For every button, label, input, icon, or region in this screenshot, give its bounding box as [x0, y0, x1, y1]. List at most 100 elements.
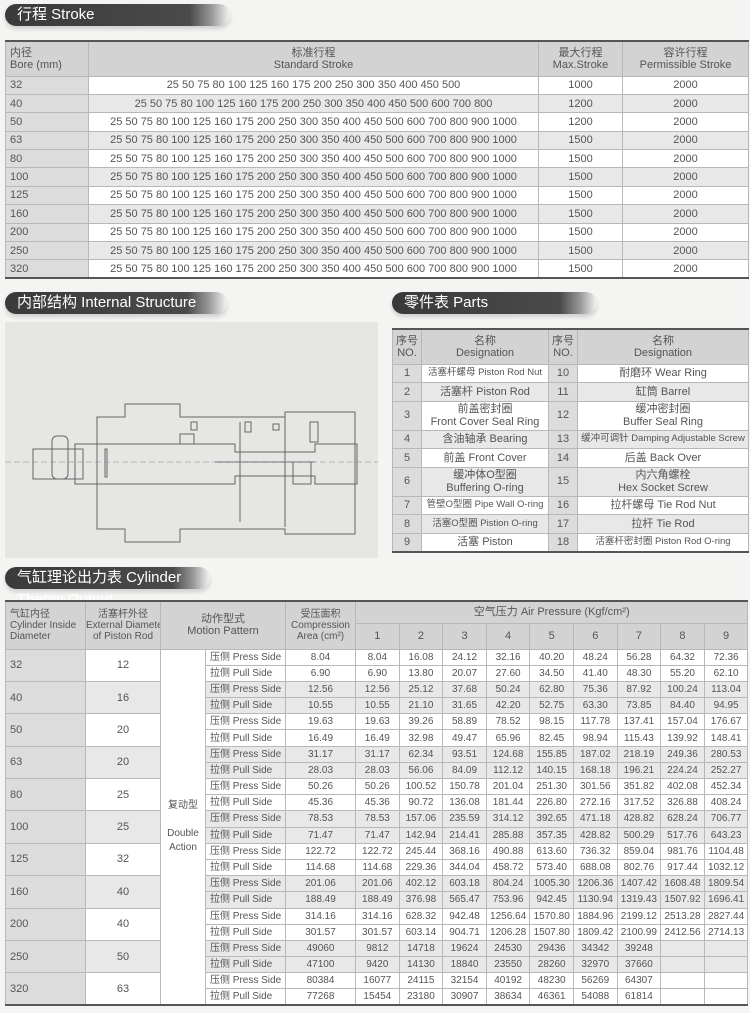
- force-cell: 50.24: [485, 680, 531, 699]
- parts-row: 9 活塞 Piston 18 活塞杆密封圈 Piston Rod O-ring: [392, 532, 749, 552]
- permissible-stroke-cell: 2000: [622, 112, 749, 132]
- part-no: 9: [392, 532, 422, 552]
- bore-cell: 32: [5, 648, 86, 682]
- part-designation: 含油轴承 Bearing: [421, 429, 549, 449]
- part-name-en: Front Cover Seal Ring: [430, 415, 540, 428]
- press-side-row: 200 40 压侧 Press Side 314.16 314.16 628.32 942.…: [5, 907, 749, 941]
- stroke-table: 内径 Bore (mm) 标准行程 Standard Stroke 最大行程 Max.…: [5, 40, 749, 279]
- force-cell: 34342: [572, 939, 618, 958]
- permissible-stroke-cell: 2000: [622, 167, 749, 187]
- side-label: 压侧 Press Side: [204, 842, 287, 860]
- force-cell: 52.75: [529, 697, 574, 715]
- force-cell: 9812: [355, 939, 400, 958]
- force-cell: 34.50: [529, 664, 574, 682]
- force-cell: 40.20: [529, 648, 574, 666]
- part-name-cn: 前盖密封圈: [457, 403, 513, 416]
- force-cell: 218.19: [616, 745, 662, 763]
- pressure-header: 3: [442, 622, 487, 650]
- force-cell: 428.82: [572, 826, 618, 844]
- force-cell: 168.18: [572, 761, 618, 780]
- rod-cell: 25: [85, 810, 161, 844]
- force-cell: [660, 972, 705, 990]
- rod-cell: 12: [85, 648, 161, 682]
- force-cell: 917.44: [660, 858, 705, 877]
- part-designation: 缸筒 Barrel: [577, 382, 749, 402]
- bore-cell: 200: [5, 222, 89, 243]
- area-cell: 80384: [285, 972, 357, 990]
- force-cell: 23550: [485, 956, 531, 974]
- force-cell: 139.92: [660, 729, 705, 747]
- force-cell: 181.44: [485, 794, 531, 812]
- force-cell: 30907: [442, 988, 487, 1006]
- parts-row: 7 管壁O型圈 Pipe Wall O-ring 16 拉杆螺母 Tie Rod Nu…: [392, 495, 749, 515]
- force-cell: 13.80: [398, 664, 444, 682]
- permissible-stroke-cell: 2000: [622, 185, 749, 206]
- permissible-stroke-cell: 2000: [622, 241, 749, 261]
- force-cell: 392.65: [529, 810, 574, 828]
- force-cell: 802.76: [616, 858, 662, 877]
- permissible-stroke-cell: 2000: [622, 204, 749, 224]
- side-label: 压侧 Press Side: [204, 745, 287, 763]
- stroke-row: 40 25 50 75 80 100 125 160 175 200 250 30…: [5, 93, 749, 114]
- force-cell: 48230: [529, 972, 574, 990]
- force-cell: 84.09: [442, 761, 487, 780]
- area-cell: 201.06: [285, 875, 357, 893]
- force-cell: 24115: [398, 972, 444, 990]
- force-cell: 18840: [442, 956, 487, 974]
- part-no: 15: [548, 466, 578, 497]
- output-section-title: 气缸理论出力表 Cylinder Theory Output: [5, 567, 210, 608]
- force-cell: 12.56: [355, 680, 400, 699]
- force-cell: 40192: [485, 972, 531, 990]
- rod-cell: 63: [85, 972, 161, 1006]
- side-label: 压侧 Press Side: [204, 907, 287, 925]
- standard-stroke-cell: 25 50 75 80 100 125 160 175 200 250 300 …: [88, 149, 539, 169]
- rod-cell: 25: [85, 777, 161, 812]
- permissible-stroke-cell: 2000: [622, 149, 749, 169]
- part-no: 13: [548, 429, 578, 449]
- force-cell: 344.04: [442, 858, 487, 877]
- area-cell: 10.55: [285, 697, 357, 715]
- force-cell: 314.16: [355, 907, 400, 925]
- force-cell: [660, 988, 705, 1006]
- force-cell: 753.96: [485, 891, 531, 909]
- pressure-header: 4: [485, 622, 531, 650]
- force-cell: [660, 956, 705, 974]
- bore-cell: 250: [5, 939, 86, 974]
- area-cell: 19.63: [285, 713, 357, 731]
- rod-cell: 16: [85, 680, 161, 715]
- rod-cell: 32: [85, 842, 161, 877]
- bore-cell: 125: [5, 842, 86, 877]
- force-cell: 98.15: [529, 713, 574, 731]
- force-cell: 402.08: [660, 777, 705, 796]
- force-cell: 368.16: [442, 842, 487, 860]
- force-cell: 249.36: [660, 745, 705, 763]
- rod-cell: 20: [85, 745, 161, 780]
- force-cell: 201.06: [355, 875, 400, 893]
- side-label: 拉侧 Pull Side: [204, 956, 287, 974]
- part-designation: 缓冲体O型圈 Buffering O-ring: [421, 466, 549, 497]
- part-designation: 耐磨环 Wear Ring: [577, 363, 749, 383]
- force-cell: 115.43: [616, 729, 662, 747]
- part-designation: 活塞O型圈 Pistion O-ring: [421, 514, 549, 534]
- stroke-row: 100 25 50 75 80 100 125 160 175 200 250 3…: [5, 167, 749, 187]
- side-label: 拉侧 Pull Side: [204, 923, 287, 941]
- side-label: 压侧 Press Side: [204, 777, 287, 796]
- force-cell: 75.36: [572, 680, 618, 699]
- pressure-header: 2: [398, 622, 444, 650]
- part-no: 16: [548, 495, 578, 515]
- force-cell: 1032.12: [703, 858, 749, 877]
- force-cell: [660, 939, 705, 958]
- pressure-header: 5: [529, 622, 574, 650]
- standard-stroke-cell: 25 50 75 80 100 125 160 175 200 250 300 …: [88, 112, 539, 132]
- bore-cell: 40: [5, 680, 86, 715]
- side-label: 压侧 Press Side: [204, 972, 287, 990]
- bore-cell: 320: [5, 259, 89, 279]
- max-stroke-cell: 1500: [538, 204, 623, 224]
- force-cell: 1507.92: [660, 891, 705, 909]
- force-cell: [703, 939, 749, 958]
- force-cell: 280.53: [703, 745, 749, 763]
- force-cell: 1407.42: [616, 875, 662, 893]
- force-cell: [703, 956, 749, 974]
- force-cell: 1206.36: [572, 875, 618, 893]
- rod-cell: 50: [85, 939, 161, 974]
